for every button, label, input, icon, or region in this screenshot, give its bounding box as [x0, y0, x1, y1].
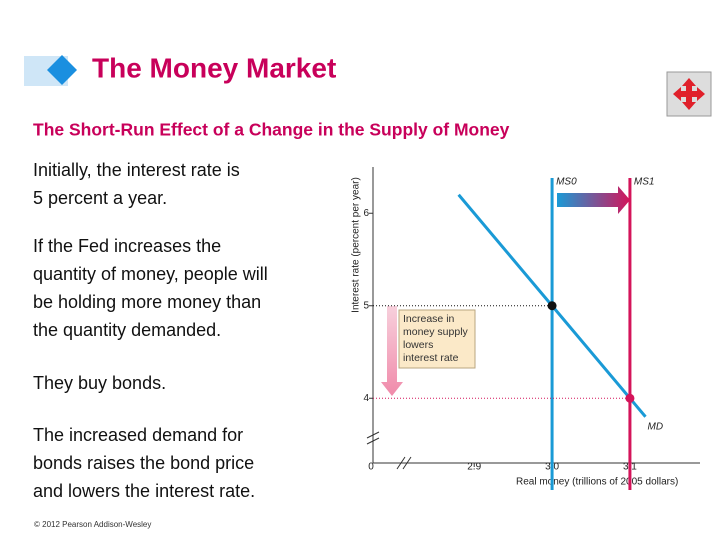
- annotation-line: Increase in: [403, 313, 455, 325]
- annotation-line: lowers: [403, 339, 433, 351]
- body-line: bonds raises the bond price: [33, 453, 254, 473]
- body-line: The increased demand for: [33, 425, 243, 445]
- body-line: be holding more money than: [33, 292, 261, 312]
- demand-line: [457, 193, 647, 418]
- annotation-line: interest rate: [403, 352, 459, 364]
- body-line: Initially, the interest rate is: [33, 160, 240, 180]
- annotation-box: [398, 309, 476, 369]
- title-diamond: [47, 55, 77, 85]
- money-supply-label: MS0: [556, 177, 577, 188]
- body-line: 5 percent a year.: [33, 188, 167, 208]
- fall-arrow: [381, 306, 403, 396]
- title: The Money Market: [92, 52, 336, 83]
- footer: © 2012 Pearson Addison-Wesley: [34, 520, 151, 529]
- body-line: and lowers the interest rate.: [33, 481, 255, 501]
- y-tick-label: 6: [363, 208, 369, 219]
- axis-break: [366, 431, 412, 470]
- equilibrium-point: [625, 393, 635, 403]
- body-line: They buy bonds.: [33, 373, 166, 393]
- equilibrium-point: [547, 301, 557, 311]
- y-axis-title: Interest rate (percent per year): [351, 177, 362, 313]
- x-axis-title: Real money (trillions of 2005 dollars): [516, 477, 678, 488]
- body-line: the quantity demanded.: [33, 320, 221, 340]
- money-supply-label: MS1: [634, 177, 655, 188]
- body-line: quantity of money, people will: [33, 264, 268, 284]
- subtitle: The Short-Run Effect of a Change in the …: [33, 120, 510, 140]
- body-line: If the Fed increases the: [33, 236, 221, 256]
- icon-arrows[interactable]: [673, 78, 705, 110]
- annotation-line: money supply: [403, 326, 469, 338]
- demand-label: MD: [648, 421, 664, 432]
- y-tick-label: 5: [363, 300, 369, 311]
- origin-label: 0: [368, 462, 374, 473]
- nav-icon[interactable]: [666, 71, 712, 117]
- y-tick-label: 4: [363, 393, 369, 404]
- x-tick-label: 2.9: [467, 462, 481, 473]
- shift-arrow: [557, 186, 630, 214]
